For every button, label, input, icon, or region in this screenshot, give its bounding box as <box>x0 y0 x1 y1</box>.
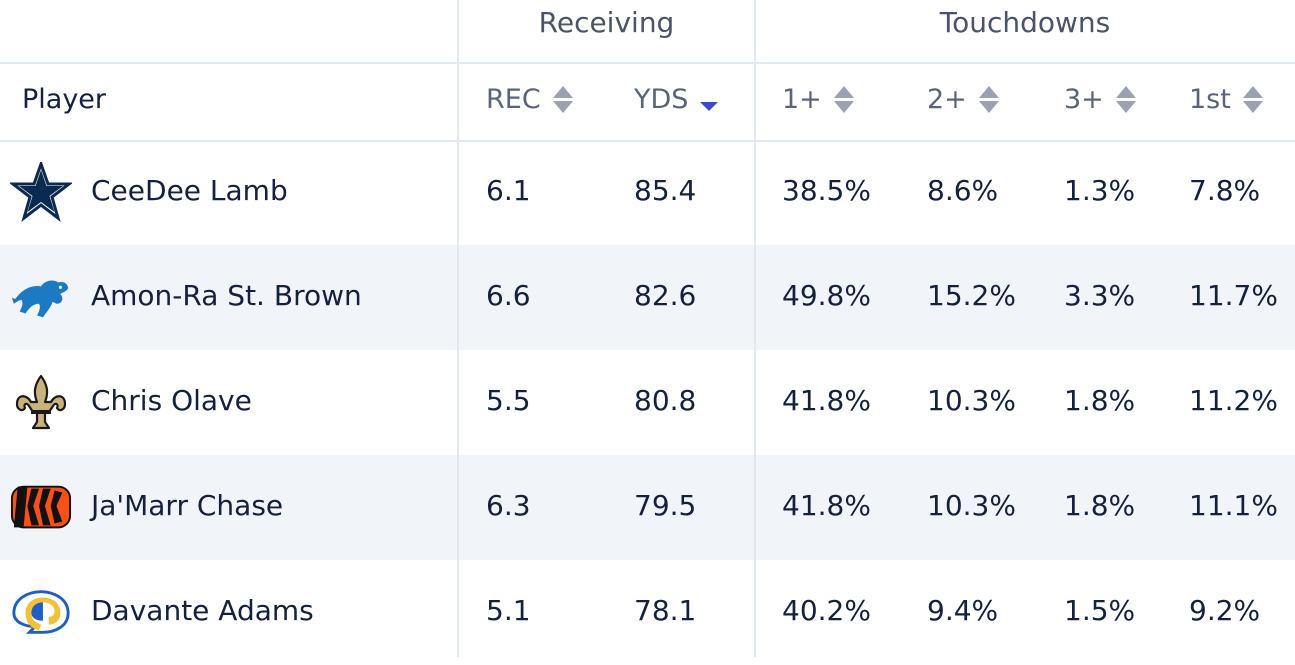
player-header-label: Player <box>22 84 107 115</box>
column-divider <box>457 0 459 657</box>
yds-header-label: YDS <box>634 84 689 115</box>
rec-value: 6.1 <box>486 174 531 207</box>
td2-value: 15.2% <box>927 279 1016 312</box>
sort-icon <box>978 85 999 115</box>
player-name[interactable]: Davante Adams <box>91 594 314 627</box>
yds-value: 78.1 <box>634 594 697 627</box>
rec-value: 5.1 <box>486 594 531 627</box>
first-td-header-label: 1st <box>1189 84 1231 115</box>
table-row[interactable]: Amon-Ra St. Brown 6.6 82.6 49.8% 15.2% 3… <box>0 245 1295 350</box>
td1-header-label: 1+ <box>782 84 822 115</box>
td3-column-header[interactable]: 3+ <box>1064 84 1136 115</box>
column-header-row: Player REC YDS 1+ 2+ 3+ 1st <box>0 62 1295 142</box>
yds-value: 85.4 <box>634 174 697 207</box>
first-td-value: 9.2% <box>1189 594 1261 627</box>
player-column-header: Player <box>22 84 106 115</box>
rec-value: 6.3 <box>486 489 531 522</box>
saints-fleur-de-lis-icon <box>15 374 67 430</box>
td3-value: 1.8% <box>1064 489 1136 522</box>
td1-value: 41.8% <box>782 384 871 417</box>
sort-icon <box>1115 85 1136 115</box>
column-divider <box>754 0 756 657</box>
table-row[interactable]: CeeDee Lamb 6.1 85.4 38.5% 8.6% 1.3% 7.8… <box>0 140 1295 245</box>
sort-icon <box>1242 85 1263 115</box>
lions-icon <box>11 280 69 318</box>
sort-icon <box>833 85 854 115</box>
yds-value: 80.8 <box>634 384 697 417</box>
yds-value: 82.6 <box>634 279 697 312</box>
rec-value: 5.5 <box>486 384 531 417</box>
touchdowns-group-label: Touchdowns <box>939 6 1111 39</box>
cowboys-star-icon <box>10 162 72 222</box>
td2-value: 10.3% <box>927 489 1016 522</box>
column-group-header: Receiving Touchdowns <box>0 0 1295 64</box>
td1-value: 41.8% <box>782 489 871 522</box>
td3-value: 1.3% <box>1064 174 1136 207</box>
rec-value: 6.6 <box>486 279 531 312</box>
table-row[interactable]: Ja'Marr Chase 6.3 79.5 41.8% 10.3% 1.8% … <box>0 455 1295 560</box>
td1-column-header[interactable]: 1+ <box>782 84 854 115</box>
table-row[interactable]: Davante Adams 5.1 78.1 40.2% 9.4% 1.5% 9… <box>0 560 1295 665</box>
first-td-value: 7.8% <box>1189 174 1261 207</box>
td2-value: 9.4% <box>927 594 999 627</box>
td3-value: 3.3% <box>1064 279 1136 312</box>
td2-column-header[interactable]: 2+ <box>927 84 999 115</box>
td3-value: 1.5% <box>1064 594 1136 627</box>
player-name[interactable]: Amon-Ra St. Brown <box>91 279 362 312</box>
rams-icon <box>12 590 70 634</box>
td1-value: 40.2% <box>782 594 871 627</box>
yds-column-header[interactable]: YDS <box>634 84 720 115</box>
receiving-group-label: Receiving <box>538 6 675 39</box>
player-name[interactable]: Chris Olave <box>91 384 252 417</box>
td2-value: 8.6% <box>927 174 999 207</box>
td1-value: 38.5% <box>782 174 871 207</box>
td2-header-label: 2+ <box>927 84 967 115</box>
rec-column-header[interactable]: REC <box>486 84 573 115</box>
td3-value: 1.8% <box>1064 384 1136 417</box>
first-td-value: 11.1% <box>1189 489 1278 522</box>
first-td-column-header[interactable]: 1st <box>1189 84 1263 115</box>
player-name[interactable]: CeeDee Lamb <box>91 174 288 207</box>
td3-header-label: 3+ <box>1064 84 1104 115</box>
yds-value: 79.5 <box>634 489 697 522</box>
sort-icon <box>552 85 573 115</box>
first-td-value: 11.2% <box>1189 384 1278 417</box>
sort-descending-icon <box>700 85 720 115</box>
player-name[interactable]: Ja'Marr Chase <box>91 489 284 522</box>
td2-value: 10.3% <box>927 384 1016 417</box>
table-row[interactable]: Chris Olave 5.5 80.8 41.8% 10.3% 1.8% 11… <box>0 350 1295 455</box>
rec-header-label: REC <box>486 84 541 115</box>
bengals-icon <box>10 485 72 529</box>
first-td-value: 11.7% <box>1189 279 1278 312</box>
td1-value: 49.8% <box>782 279 871 312</box>
